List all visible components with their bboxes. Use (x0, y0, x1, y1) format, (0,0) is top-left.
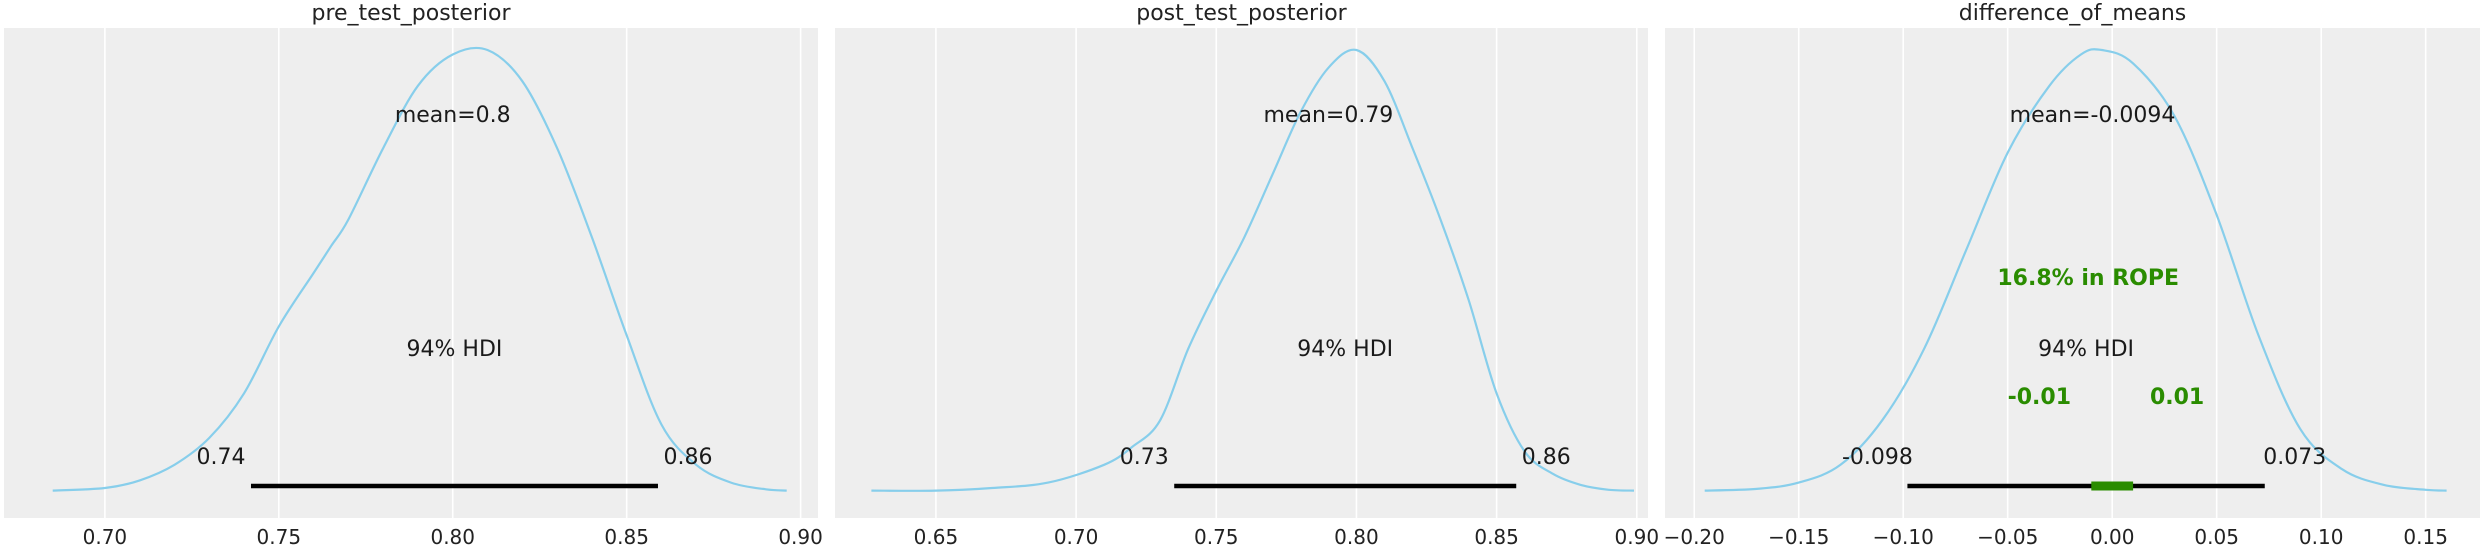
x-tick-label: 0.00 (2090, 525, 2135, 549)
x-tick-label: −0.20 (1664, 525, 1725, 549)
x-tick-label: 0.80 (1334, 525, 1379, 549)
x-tick-label: 0.70 (1054, 525, 1099, 549)
panel-3: difference_of_means −0.20 −0.15 −0.10 −0.05 0… (1664, 1, 2480, 549)
x-tick-label: 0.80 (430, 525, 475, 549)
plot-area (835, 28, 1648, 518)
hdi-title: 94% HDI (407, 337, 503, 362)
rope-lower-label: -0.01 (2008, 385, 2071, 410)
panel-2: post_test_posterior 0.65 0.70 0.75 0.80 0.85 0… (835, 1, 1659, 549)
x-tick-label: 0.75 (257, 525, 302, 549)
x-tick-label: 0.70 (83, 525, 128, 549)
rope-upper-label: 0.01 (2150, 385, 2204, 410)
panel-title: pre_test_posterior (311, 1, 511, 26)
mean-label: mean=0.79 (1264, 103, 1394, 128)
kde-curve (1704, 48, 2447, 492)
rope-label: 16.8% in ROPE (1997, 266, 2179, 291)
x-tick-label: 0.05 (2194, 525, 2239, 549)
mean-label: mean=-0.0094 (2010, 103, 2176, 128)
x-tick-label: 0.90 (1615, 525, 1660, 549)
plot-area (1665, 28, 2480, 518)
x-tick-label: −0.10 (1873, 525, 1934, 549)
x-tick-label: 0.65 (914, 525, 959, 549)
panel-1: pre_test_posterior 0.70 0.75 0.80 0.85 0.90 me… (4, 1, 823, 549)
hdi-upper-label: 0.073 (2263, 445, 2326, 470)
hdi-title: 94% HDI (1297, 337, 1393, 362)
hdi-lower-label: 0.73 (1120, 445, 1169, 470)
hdi-upper-label: 0.86 (1522, 445, 1571, 470)
kde-curve (871, 48, 1635, 492)
x-tick-label: 0.85 (604, 525, 649, 549)
x-tick-label: 0.15 (2403, 525, 2448, 549)
plot-area (4, 28, 818, 518)
hdi-upper-label: 0.86 (663, 445, 712, 470)
mean-label: mean=0.8 (395, 103, 511, 128)
x-tick-label: −0.05 (1977, 525, 2038, 549)
hdi-lower-label: 0.74 (196, 445, 245, 470)
x-tick-label: 0.85 (1474, 525, 1519, 549)
kde-curve (52, 46, 787, 492)
x-tick-label: 0.75 (1194, 525, 1239, 549)
x-tick-label: 0.10 (2299, 525, 2344, 549)
panel-title: post_test_posterior (1136, 1, 1347, 26)
hdi-title: 94% HDI (2038, 337, 2134, 362)
panel-title: difference_of_means (1959, 1, 2187, 26)
x-tick-label: −0.15 (1768, 525, 1829, 549)
x-tick-label: 0.90 (778, 525, 823, 549)
hdi-lower-label: -0.098 (1842, 445, 1913, 470)
